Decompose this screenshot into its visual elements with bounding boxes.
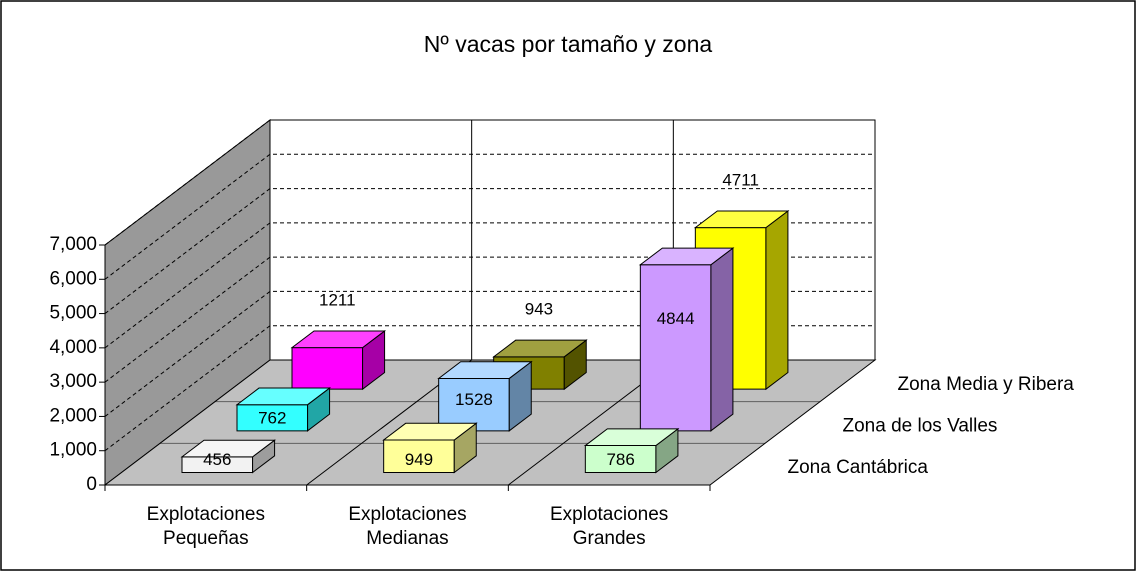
bar-top — [235, 387, 332, 406]
bar — [235, 387, 332, 432]
y-tick-label: 4,000 — [49, 337, 97, 358]
bar-top — [693, 210, 790, 229]
legend-label: Zona de los Valles — [843, 416, 998, 437]
y-tick-label: 2,000 — [49, 405, 97, 426]
bar-top — [437, 361, 533, 379]
bar — [180, 439, 277, 474]
bar-top — [290, 330, 387, 349]
chart-title: Nº vacas por tamaño y zona — [424, 31, 713, 57]
bar-top — [638, 247, 735, 266]
legend-label: Zona Cantábrica — [788, 457, 929, 478]
grid-line — [104, 153, 875, 280]
data-label: 786 — [606, 450, 634, 469]
y-tick-label: 1,000 — [49, 440, 97, 461]
x-tick-label: Explotaciones Medianas — [348, 504, 467, 549]
bar — [638, 247, 735, 432]
y-tick-label: 3,000 — [49, 371, 97, 392]
bar-top — [583, 428, 680, 447]
data-label: 4711 — [722, 170, 759, 189]
bar — [583, 427, 680, 474]
bar-front — [291, 347, 364, 390]
bar-front — [639, 264, 712, 432]
x-tick-label: Explotaciones Pequeñas — [146, 504, 265, 549]
data-label: 456 — [203, 450, 231, 469]
grid-line — [104, 119, 875, 246]
bar-side — [765, 209, 789, 391]
grid-line — [104, 188, 875, 314]
data-label: 1211 — [319, 290, 356, 309]
data-label: 4844 — [657, 309, 695, 328]
bar-side — [710, 247, 734, 432]
bar — [437, 360, 533, 432]
bar-top — [180, 439, 277, 458]
bar-top — [492, 339, 588, 358]
data-label: 943 — [525, 300, 553, 319]
y-tick-label: 7,000 — [49, 234, 97, 255]
y-tick-label: 5,000 — [49, 303, 97, 324]
y-tick-label: 6,000 — [49, 268, 97, 289]
legend-label: Zona Media y Ribera — [898, 374, 1075, 395]
data-label: 1528 — [455, 390, 493, 409]
bar-top — [382, 422, 478, 441]
y-tick-label: 0 — [86, 474, 97, 495]
bar — [382, 422, 478, 474]
grid-line — [104, 222, 875, 349]
data-label: 949 — [405, 450, 433, 469]
data-label: 762 — [258, 408, 286, 427]
bar — [290, 329, 387, 391]
x-tick-label: Explotaciones Grandes — [550, 504, 669, 549]
